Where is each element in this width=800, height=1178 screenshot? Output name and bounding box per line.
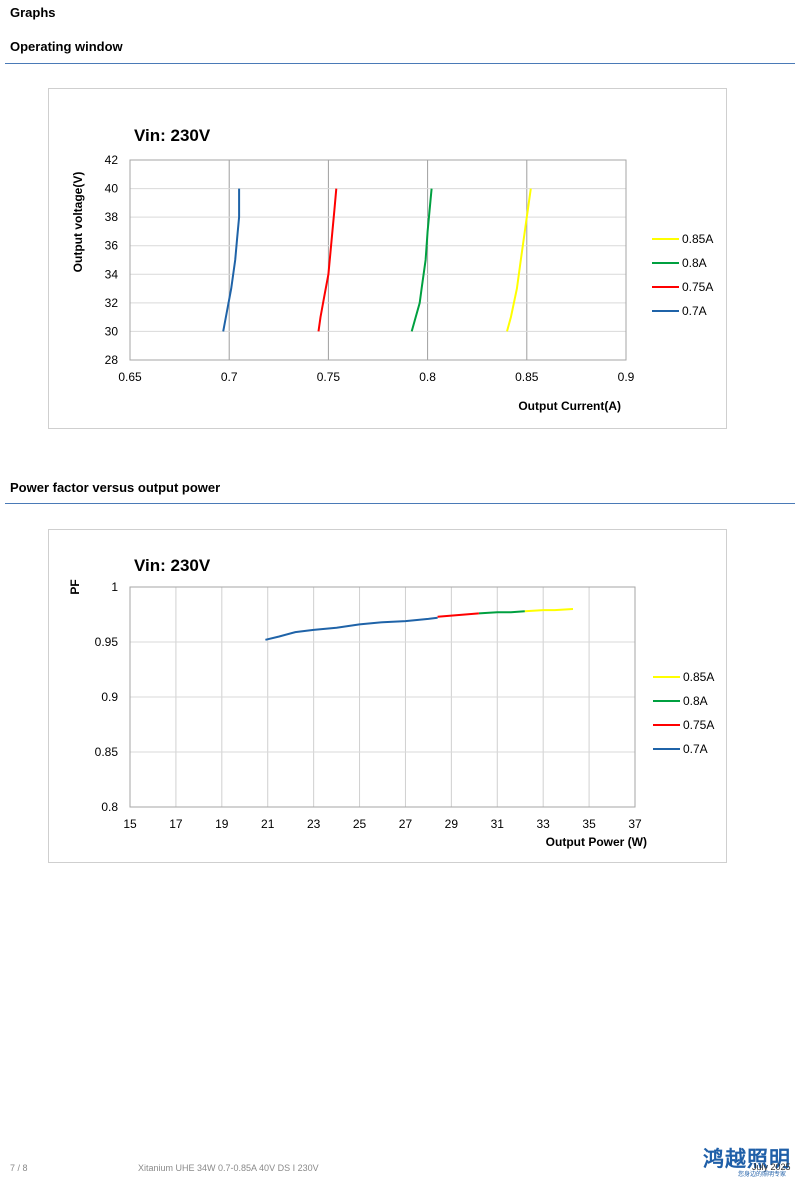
y-tick-label: 0.85 [95,745,119,759]
x-axis-label: Output Current(A) [518,399,621,413]
series-line [524,608,574,613]
divider-line [5,63,795,64]
x-tick-label: 0.9 [618,370,635,384]
x-tick-label: 37 [628,817,642,831]
x-tick-label: 17 [169,817,183,831]
page-number: 7 / 8 [10,1163,28,1173]
y-tick-label: 0.8 [101,800,118,814]
chart-title: Vin: 230V [134,126,211,145]
operating-window-chart: Vin: 230V 0.65 0.7 0.75 0.8 0.85 0.9 28 30 32 34 36… [71,126,713,413]
x-tick-label: 0.75 [317,370,341,384]
document-title: Xitanium UHE 34W 0.7-0.85A 40V DS I 230V [138,1163,319,1173]
y-tick-label: 30 [105,324,119,338]
x-tick-label: 35 [582,817,596,831]
series-line [317,188,338,332]
divider-line [5,503,795,504]
legend-label: 0.7A [682,304,707,318]
y-tick-label: 38 [105,210,119,224]
x-tick-label: 15 [123,817,137,831]
y-tick-label: 0.95 [95,635,119,649]
y-tick-label: 42 [105,153,119,167]
x-tick-label: 21 [261,817,275,831]
x-tick-label: 23 [307,817,321,831]
x-tick-label: 29 [445,817,459,831]
legend-label: 0.85A [683,670,714,684]
series-line [222,188,241,332]
x-tick-label: 0.65 [118,370,142,384]
legend-label: 0.75A [682,280,713,294]
x-tick-label: 25 [353,817,367,831]
power-factor-heading: Power factor versus output power [10,480,221,495]
x-tick-label: 0.7 [221,370,238,384]
company-logo: 鸿越照明 [703,1147,791,1171]
y-tick-label: 36 [105,239,119,253]
power-factor-chart-box: Vin: 230V 15 17 19 21 23 25 27 29 31 33 35 37 0.8 0.85… [48,529,727,863]
operating-window-chart-box: Vin: 230V 0.65 0.7 0.75 0.8 0.85 0.9 28 30 32 34 36… [48,88,727,429]
series-line [506,188,532,332]
y-tick-label: 1 [111,580,118,594]
plot-area [129,586,636,808]
y-axis-label: Output voltage(V) [71,172,85,273]
y-tick-label: 40 [105,182,119,196]
legend-label: 0.8A [683,694,708,708]
y-tick-label: 32 [105,296,119,310]
legend-label: 0.8A [682,256,707,270]
y-tick-label: 34 [105,267,119,281]
x-axis-label: Output Power (W) [546,835,647,849]
x-tick-label: 31 [491,817,505,831]
x-tick-label: 33 [537,817,551,831]
series-line [437,612,479,618]
chart-title: Vin: 230V [134,556,211,575]
y-tick-label: 28 [105,353,119,367]
series-line [265,616,438,641]
power-factor-chart: Vin: 230V 15 17 19 21 23 25 27 29 31 33 35 37 0.8 0.85… [68,556,714,849]
x-tick-label: 27 [399,817,413,831]
company-logo-slogan: 您身边的照明专家 [738,1172,787,1178]
legend-label: 0.85A [682,232,713,246]
operating-window-heading: Operating window [10,39,123,54]
x-tick-label: 0.85 [515,370,539,384]
y-axis-label: PF [68,579,82,594]
legend-label: 0.75A [683,718,714,732]
section-title: Graphs [10,5,56,20]
document-date: July 2025 [752,1162,791,1172]
x-tick-label: 19 [215,817,229,831]
series-line [478,610,525,615]
legend-label: 0.7A [683,742,708,756]
plot-area [129,159,627,361]
x-tick-label: 0.8 [419,370,436,384]
series-line [410,188,433,332]
y-tick-label: 0.9 [101,690,118,704]
